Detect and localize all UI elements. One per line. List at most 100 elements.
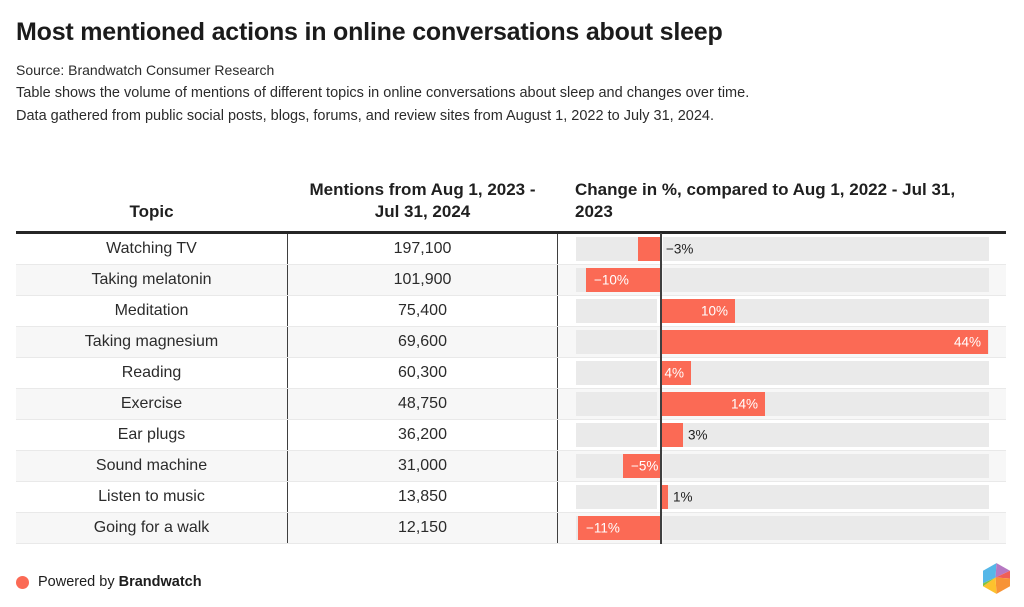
source-line: Source: Brandwatch Consumer Research bbox=[16, 61, 275, 78]
table-row: Taking magnesium 69,600 44% bbox=[16, 325, 1006, 358]
powered-by-text: Powered by bbox=[38, 574, 115, 590]
change-value-label: 4% bbox=[664, 365, 684, 381]
zero-axis-line bbox=[660, 449, 662, 482]
change-value-label: 14% bbox=[730, 396, 758, 412]
change-chart-cell: −10% bbox=[558, 263, 1006, 296]
mentions-cell: 69,600 bbox=[287, 326, 558, 357]
change-chart-cell: 14% bbox=[558, 387, 1006, 420]
table-row: Reading 60,300 4% bbox=[16, 356, 1006, 389]
positive-track bbox=[663, 484, 989, 509]
topic-cell: Going for a walk bbox=[93, 518, 210, 536]
topic-cell: Listen to music bbox=[98, 487, 205, 505]
change-value-label: −5% bbox=[631, 458, 659, 474]
change-bar bbox=[661, 391, 765, 416]
mentions-cell: 60,300 bbox=[287, 357, 558, 388]
brandwatch-hexagon-logo-icon bbox=[983, 563, 1010, 594]
zero-axis-line bbox=[660, 325, 662, 358]
positive-track bbox=[663, 236, 989, 261]
positive-track bbox=[663, 515, 989, 540]
negative-track bbox=[576, 329, 657, 354]
table-row: Sound machine 31,000 −5% bbox=[16, 449, 1006, 482]
change-bar-area: 1% bbox=[576, 480, 989, 513]
change-bar bbox=[586, 267, 660, 292]
topic-cell: Ear plugs bbox=[117, 425, 186, 443]
mentions-cell: 75,400 bbox=[287, 295, 558, 326]
positive-track bbox=[663, 422, 989, 447]
change-chart-cell: −5% bbox=[558, 449, 1006, 482]
zero-axis-line bbox=[660, 294, 662, 327]
change-bar bbox=[661, 329, 988, 354]
negative-track bbox=[576, 298, 657, 323]
positive-track bbox=[663, 360, 989, 385]
topic-cell: Reading bbox=[121, 363, 182, 381]
mentions-cell: 36,200 bbox=[287, 419, 558, 450]
negative-track bbox=[576, 391, 657, 416]
change-chart-cell: 4% bbox=[558, 356, 1006, 389]
positive-track bbox=[663, 267, 989, 292]
mentions-cell: 12,150 bbox=[287, 512, 558, 543]
mentions-cell: 101,900 bbox=[287, 264, 558, 295]
change-bar-area: −11% bbox=[576, 511, 989, 544]
change-value-label: −3% bbox=[666, 241, 694, 257]
page-title: Most mentioned actions in online convers… bbox=[16, 18, 723, 46]
change-bar bbox=[661, 422, 683, 447]
zero-axis-line bbox=[660, 480, 662, 513]
change-chart-cell: −11% bbox=[558, 511, 1006, 544]
change-bar-area: −10% bbox=[576, 263, 989, 296]
change-chart-cell: 44% bbox=[558, 325, 1006, 358]
mentions-cell: 197,100 bbox=[287, 233, 558, 264]
change-chart-cell: −3% bbox=[558, 232, 1006, 265]
negative-track bbox=[576, 360, 657, 385]
brandwatch-dot-icon bbox=[16, 575, 29, 589]
topic-cell: Taking melatonin bbox=[91, 270, 212, 288]
zero-axis-line bbox=[660, 356, 662, 389]
change-bar bbox=[661, 298, 735, 323]
change-bar-area: −3% bbox=[576, 232, 989, 265]
mentions-cell: 48,750 bbox=[287, 388, 558, 419]
mentions-cell: 13,850 bbox=[287, 481, 558, 512]
change-bar-area: 4% bbox=[576, 356, 989, 389]
table-row: Meditation 75,400 10% bbox=[16, 294, 1006, 327]
zero-axis-line bbox=[660, 232, 662, 265]
description-line-2: Data gathered from public social posts, … bbox=[16, 108, 714, 125]
brand-name: Brandwatch bbox=[118, 574, 202, 590]
change-value-label: 1% bbox=[673, 489, 693, 505]
topic-cell: Taking magnesium bbox=[84, 332, 219, 350]
change-bar bbox=[661, 484, 668, 509]
column-header-topic: Topic bbox=[129, 201, 174, 221]
change-value-label: 10% bbox=[700, 303, 728, 319]
change-bar-area: −5% bbox=[576, 449, 989, 482]
table-header-row: Topic Mentions from Aug 1, 2023 - Jul 31… bbox=[16, 127, 1006, 231]
change-bar-area: 14% bbox=[576, 387, 989, 420]
change-value-label: 3% bbox=[688, 427, 708, 443]
negative-track bbox=[576, 422, 657, 447]
table-row: Exercise 48,750 14% bbox=[16, 387, 1006, 420]
table-body: Watching TV 197,100 −3% Taking melatonin 101… bbox=[16, 230, 1006, 544]
change-bar bbox=[578, 515, 660, 540]
column-header-change: Change in %, compared to Aug 1, 2022 - J… bbox=[575, 180, 956, 221]
table-row: Watching TV 197,100 −3% bbox=[16, 232, 1006, 265]
change-bar bbox=[661, 360, 691, 385]
change-bar-area: 3% bbox=[576, 418, 989, 451]
topic-cell: Sound machine bbox=[95, 456, 208, 474]
positive-track bbox=[663, 453, 989, 478]
change-chart-cell: 10% bbox=[558, 294, 1006, 327]
change-chart-cell: 1% bbox=[558, 480, 1006, 513]
powered-by-footer: Powered by Brandwatch bbox=[16, 574, 202, 590]
change-chart-cell: 3% bbox=[558, 418, 1006, 451]
change-bar bbox=[638, 236, 660, 261]
zero-axis-line bbox=[660, 387, 662, 420]
table-row: Going for a walk 12,150 −11% bbox=[16, 511, 1006, 544]
change-bar bbox=[623, 453, 660, 478]
topic-cell: Exercise bbox=[120, 394, 183, 412]
mentions-cell: 31,000 bbox=[287, 450, 558, 481]
change-bar-area: 44% bbox=[576, 325, 989, 358]
change-value-label: 44% bbox=[953, 334, 981, 350]
table-row: Ear plugs 36,200 3% bbox=[16, 418, 1006, 451]
table-row: Listen to music 13,850 1% bbox=[16, 480, 1006, 513]
zero-axis-line bbox=[660, 418, 662, 451]
table-row: Taking melatonin 101,900 −10% bbox=[16, 263, 1006, 296]
change-bar-area: 10% bbox=[576, 294, 989, 327]
zero-axis-line bbox=[660, 511, 662, 544]
